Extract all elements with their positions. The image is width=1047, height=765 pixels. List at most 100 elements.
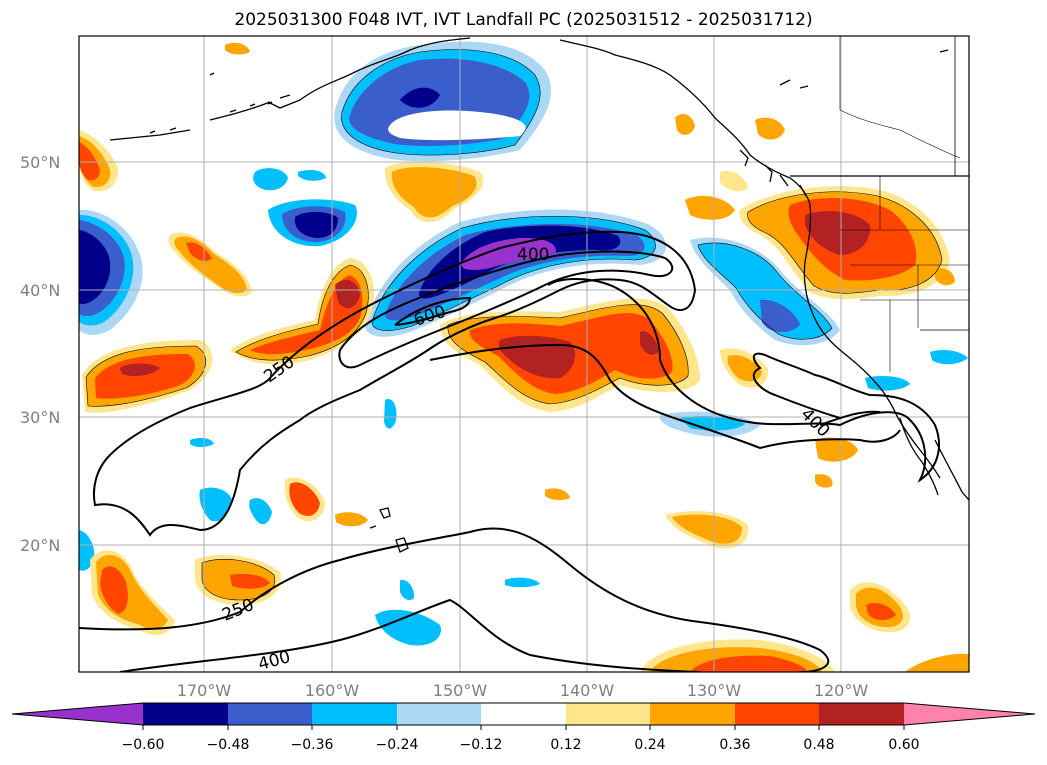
colorbar-tick-048: 0.48 bbox=[803, 737, 834, 753]
fill-blob-26n-120w bbox=[815, 474, 833, 488]
latitude-tick-labels: 50°N 40°N 30°N 20°N bbox=[20, 153, 60, 555]
baja-coast bbox=[899, 417, 939, 496]
fill-blob-28n-167w bbox=[190, 437, 214, 447]
colorbar-extend-low bbox=[12, 703, 143, 725]
fill-gulf-alaska-hole bbox=[388, 110, 526, 141]
positive-pc-fills bbox=[79, 42, 969, 672]
colorbar-tick-neg012: −0.12 bbox=[460, 737, 503, 753]
fill-blob-40n-160w-strong bbox=[250, 275, 363, 355]
fill-blob-16n-152w bbox=[375, 609, 441, 646]
lon-tick-140w: 140°W bbox=[560, 681, 615, 700]
fill-blob-22n-150w bbox=[335, 512, 368, 527]
contour-600 bbox=[394, 296, 472, 326]
colorbar-tick-neg060: −0.60 bbox=[122, 737, 165, 753]
bc-islands bbox=[739, 149, 807, 197]
fill-blob-20n-155w bbox=[400, 579, 415, 600]
alaska-panhandle-coast bbox=[559, 39, 811, 206]
canada-interior bbox=[839, 36, 961, 159]
lon-tick-150w: 150°W bbox=[433, 681, 488, 700]
fill-blob-coast-neg-mid bbox=[698, 243, 832, 340]
fill-blob-west-32n-strong bbox=[95, 354, 195, 399]
fill-blob-17n-143w bbox=[505, 577, 540, 588]
fill-central-positive-vstrong-b bbox=[640, 331, 658, 355]
colorbar-tick-neg036: −0.36 bbox=[291, 737, 334, 753]
fill-blob-west-32n-vstrong bbox=[120, 363, 160, 376]
colorbar-bin-4 bbox=[397, 703, 481, 725]
colorbar-bin-7 bbox=[650, 703, 735, 725]
fill-blob-43n-170w-strong bbox=[186, 242, 212, 261]
fill-blob-30n-135w-mid bbox=[680, 416, 745, 431]
lon-tick-160w: 160°W bbox=[305, 681, 360, 700]
fill-blob-48n-122w bbox=[720, 170, 748, 192]
fill-blob-58n-168w bbox=[225, 42, 250, 55]
colorbar-bin-2 bbox=[228, 703, 312, 725]
state-borders bbox=[840, 176, 969, 372]
colorbar-bin-9 bbox=[819, 703, 904, 725]
colorbar-tick-neg048: −0.48 bbox=[207, 737, 250, 753]
colorbar: −0.60 −0.48 −0.36 −0.24 −0.12 0.12 0.24 … bbox=[11, 702, 1036, 753]
fill-blob-51n-b bbox=[298, 170, 326, 181]
lat-tick-50n: 50°N bbox=[20, 153, 60, 172]
us-west-coast bbox=[803, 204, 941, 479]
contour-400-east-b bbox=[819, 410, 881, 426]
colorbar-bin-5 bbox=[481, 703, 566, 725]
contour-label-400-north: 400 bbox=[517, 245, 549, 265]
colorbar-bin-6 bbox=[566, 703, 650, 725]
fill-blob-23n-160w-mid bbox=[289, 482, 320, 516]
fill-blob-se-corner bbox=[905, 653, 969, 672]
fill-blob-24n-143w bbox=[545, 488, 570, 501]
contour-250-main bbox=[92, 230, 697, 537]
colorbar-tick-neg024: −0.24 bbox=[376, 737, 419, 753]
fill-blob-46n-135w bbox=[685, 195, 735, 220]
fill-blob-52n-125w bbox=[755, 117, 785, 140]
lat-tick-40n: 40°N bbox=[20, 281, 60, 300]
small-islands bbox=[209, 49, 949, 105]
colorbar-bin-3 bbox=[312, 703, 397, 725]
fill-blob-west-50n-strong bbox=[79, 142, 100, 181]
colorbar-extend-high bbox=[904, 703, 1035, 725]
map-frame bbox=[78, 35, 970, 673]
ivt-contours bbox=[79, 230, 940, 672]
fill-blob-50n-155w-mid bbox=[391, 167, 477, 218]
colorbar-tick-060: 0.60 bbox=[888, 737, 919, 753]
fill-west-negative-vstrong bbox=[79, 230, 111, 304]
lon-tick-120w: 120°W bbox=[814, 681, 869, 700]
fill-blob-coast-neg-strong bbox=[760, 299, 800, 333]
lat-tick-30n: 30°N bbox=[20, 408, 60, 427]
fill-blob-18n-177w-strong bbox=[100, 566, 128, 614]
contour-400-east bbox=[547, 278, 940, 483]
fill-blob-29n-156w bbox=[384, 399, 397, 429]
contour-250-south bbox=[79, 527, 830, 672]
hawaii bbox=[369, 507, 409, 553]
lon-tick-170w: 170°W bbox=[177, 681, 232, 700]
fill-blob-14n-120w-strong bbox=[866, 603, 896, 621]
colorbar-bin-8 bbox=[735, 703, 819, 725]
lat-tick-20n: 20°N bbox=[20, 536, 60, 555]
fill-blob-17n-167w-strong bbox=[230, 573, 270, 589]
fill-blob-42n-115w bbox=[935, 268, 955, 286]
alaska-coast bbox=[109, 37, 471, 141]
fill-blob-28n-120w bbox=[815, 437, 858, 462]
contour-400-central bbox=[429, 343, 901, 450]
fill-central-negative-max bbox=[461, 237, 556, 270]
contour-400-north bbox=[338, 250, 674, 369]
colorbar-bin-1 bbox=[143, 703, 228, 725]
coastlines bbox=[109, 36, 969, 553]
colorbar-tick-024: 0.24 bbox=[634, 737, 665, 753]
fill-blob-31n-117w bbox=[865, 376, 910, 391]
map-title: 2025031300 F048 IVT, IVT Landfall PC (20… bbox=[234, 10, 813, 30]
aleutians bbox=[149, 94, 291, 134]
contour-400-south bbox=[119, 598, 701, 672]
fill-gulf-alaska-vstrong bbox=[400, 87, 440, 108]
fill-coast-pos-vstrong bbox=[805, 211, 871, 255]
map-plot-area: 400 600 250 400 250 400 bbox=[79, 36, 969, 672]
fill-blob-51n bbox=[253, 168, 288, 191]
colorbar-tick-012: 0.12 bbox=[550, 737, 581, 753]
fill-blob-21n-132w-mid bbox=[672, 514, 742, 544]
fill-blob-48n-165w-vstrong bbox=[294, 211, 338, 238]
fill-blob-25n-150w bbox=[199, 487, 232, 522]
fill-blob-40n-160w-vstrong bbox=[335, 279, 360, 309]
fill-blob-south-band-strong bbox=[690, 655, 808, 672]
fill-blob-34n-115w bbox=[930, 350, 968, 365]
